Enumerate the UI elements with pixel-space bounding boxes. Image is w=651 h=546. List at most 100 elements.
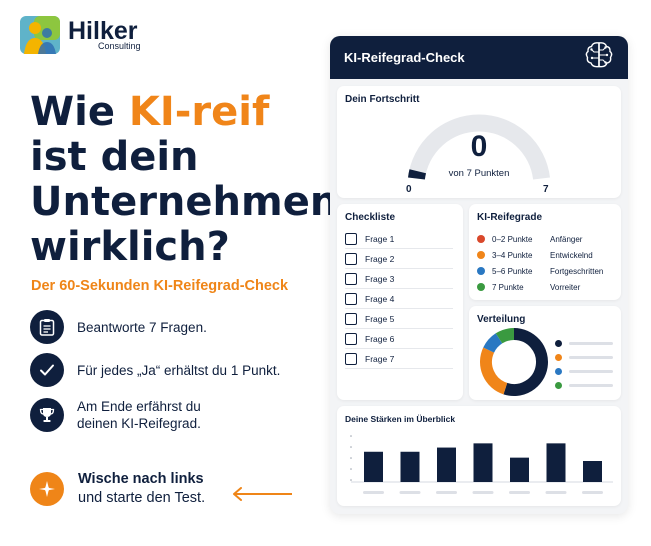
checklist-item[interactable]: Frage 2: [345, 249, 453, 269]
level-dot: [477, 267, 485, 275]
subline: Der 60-Sekunden KI-Reifegrad-Check: [31, 278, 289, 294]
bar-label-placeholder: [509, 491, 530, 494]
progress-value: 0: [470, 130, 488, 163]
level-row: 7 Punkte Vorreiter: [477, 279, 621, 295]
donut-slice: [495, 328, 515, 344]
checkbox[interactable]: [345, 332, 357, 345]
checklist-item-label: Frage 6: [365, 333, 395, 344]
checkbox[interactable]: [345, 252, 357, 265]
level-dot: [477, 251, 485, 259]
feature-result: Am Ende erfährst du deinen KI-Reifegrad.: [30, 398, 201, 432]
bar-label-placeholder: [545, 491, 567, 494]
checklist-title: Checkliste: [345, 212, 396, 223]
legend-dot: [555, 353, 562, 361]
cta-rest: und starte den Test.: [78, 490, 206, 506]
level-name: Fortgeschritten: [550, 266, 604, 276]
gauge-track: [408, 114, 550, 180]
logo-people-icon: [20, 14, 62, 56]
distribution-legend-item: [555, 364, 613, 378]
feature-text-line2: deinen KI-Reifegrad.: [77, 416, 201, 431]
headline-line3: Unternehmen: [30, 179, 339, 225]
levels-panel: KI-Reifegrade 0–2 Punkte Anfänger 3–4 Punk…: [469, 204, 621, 300]
checklist-item-label: Frage 2: [365, 253, 395, 264]
logo-name: Hilker: [68, 17, 138, 45]
checklist-item-label: Frage 5: [365, 313, 395, 324]
feature-text: Am Ende erfährst du deinen KI-Reifegrad.: [77, 398, 201, 432]
checklist-item-label: Frage 3: [365, 273, 395, 284]
card-title: KI-Reifegrad-Check: [344, 50, 465, 65]
checklist-item[interactable]: Frage 5: [345, 309, 453, 329]
headline-line1-pre: Wie: [30, 89, 129, 135]
progress-panel: Dein Fortschritt 0 von 7 Punkten 0 7: [337, 86, 621, 198]
check-icon: [30, 353, 64, 387]
level-dot: [477, 235, 485, 243]
legend-dot: [555, 381, 562, 389]
legend-placeholder-bar: [569, 383, 613, 387]
brain-circuit-icon: [582, 40, 616, 75]
checklist-item[interactable]: Frage 7: [345, 349, 453, 369]
distribution-legend-item: [555, 350, 613, 364]
clipboard-icon: [30, 310, 64, 344]
checkbox[interactable]: [345, 232, 357, 245]
legend-dot: [555, 367, 562, 375]
strengths-chart: [350, 435, 613, 494]
logo: Hilker Consulting: [20, 14, 141, 56]
checklist-item[interactable]: Frage 1: [345, 229, 453, 249]
levels-list: 0–2 Punkte Anfänger 3–4 Punkte Entwickelnd 5…: [477, 231, 621, 295]
checklist-item[interactable]: Frage 6: [345, 329, 453, 349]
checklist-item-label: Frage 4: [365, 293, 395, 304]
card-header: KI-Reifegrad-Check: [330, 36, 628, 79]
checkbox[interactable]: [345, 292, 357, 305]
level-name: Entwickelnd: [550, 250, 593, 260]
axis-tick: [350, 435, 352, 437]
checkbox[interactable]: [345, 272, 357, 285]
legend-placeholder-bar: [569, 355, 613, 359]
axis-tick: [350, 457, 352, 459]
level-range: 3–4 Punkte: [492, 250, 533, 260]
strength-bar: [583, 461, 602, 482]
distribution-title: Verteilung: [477, 314, 526, 325]
strength-bar: [510, 457, 529, 482]
logo-sub: Consulting: [98, 41, 141, 51]
gauge-min: 0: [406, 184, 412, 195]
strength-bar: [473, 443, 493, 482]
headline-line2: ist dein: [30, 134, 199, 180]
level-row: 0–2 Punkte Anfänger: [477, 231, 621, 247]
legend-placeholder-bar: [569, 341, 613, 345]
strength-bar: [400, 451, 420, 482]
feature-questions: Beantworte 7 Fragen.: [30, 310, 207, 344]
axis-tick: [350, 468, 352, 470]
strength-bar: [546, 443, 566, 482]
feature-points: Für jedes „Ja“ erhältst du 1 Punkt.: [30, 353, 280, 387]
donut-slice: [503, 328, 548, 396]
level-range: 5–6 Punkte: [492, 266, 533, 276]
level-range: 0–2 Punkte: [492, 234, 533, 244]
checklist-item[interactable]: Frage 4: [345, 289, 453, 309]
distribution-legend-item: [555, 378, 613, 392]
gauge-max: 7: [543, 184, 549, 195]
gauge-fill: [408, 169, 427, 180]
level-range: 7 Punkte: [492, 282, 524, 292]
bar-label-placeholder: [582, 491, 603, 494]
arrow-left-icon: [232, 487, 294, 506]
distribution-panel: Verteilung: [469, 306, 621, 400]
feature-text: Für jedes „Ja“ erhältst du 1 Punkt.: [77, 362, 281, 378]
level-name: Vorreiter: [550, 282, 581, 292]
checklist-item-label: Frage 1: [365, 233, 395, 244]
feature-text-line1: Am Ende erfährst du: [77, 399, 201, 414]
checklist-item-label: Frage 7: [365, 353, 395, 364]
level-row: 5–6 Punkte Fortgeschritten: [477, 263, 621, 279]
progress-title: Dein Fortschritt: [345, 94, 420, 105]
axis-tick: [350, 479, 352, 481]
checklist-item[interactable]: Frage 3: [345, 269, 453, 289]
legend-placeholder-bar: [569, 369, 613, 373]
legend-dot: [555, 339, 562, 347]
strengths-panel: Deine Stärken im Überblick: [337, 406, 621, 506]
feature-text: Beantworte 7 Fragen.: [77, 319, 207, 335]
checkbox[interactable]: [345, 312, 357, 325]
swipe-cta[interactable]: Wische nach links und starte den Test.: [30, 470, 205, 508]
checkbox[interactable]: [345, 352, 357, 365]
ki-check-card: KI-Reifegrad-Check Dein Fortschritt 0 vo…: [330, 36, 628, 514]
checklist: Frage 1 Frage 2 Frage 3 Frage 4 Frage 5 Frage…: [345, 229, 463, 369]
